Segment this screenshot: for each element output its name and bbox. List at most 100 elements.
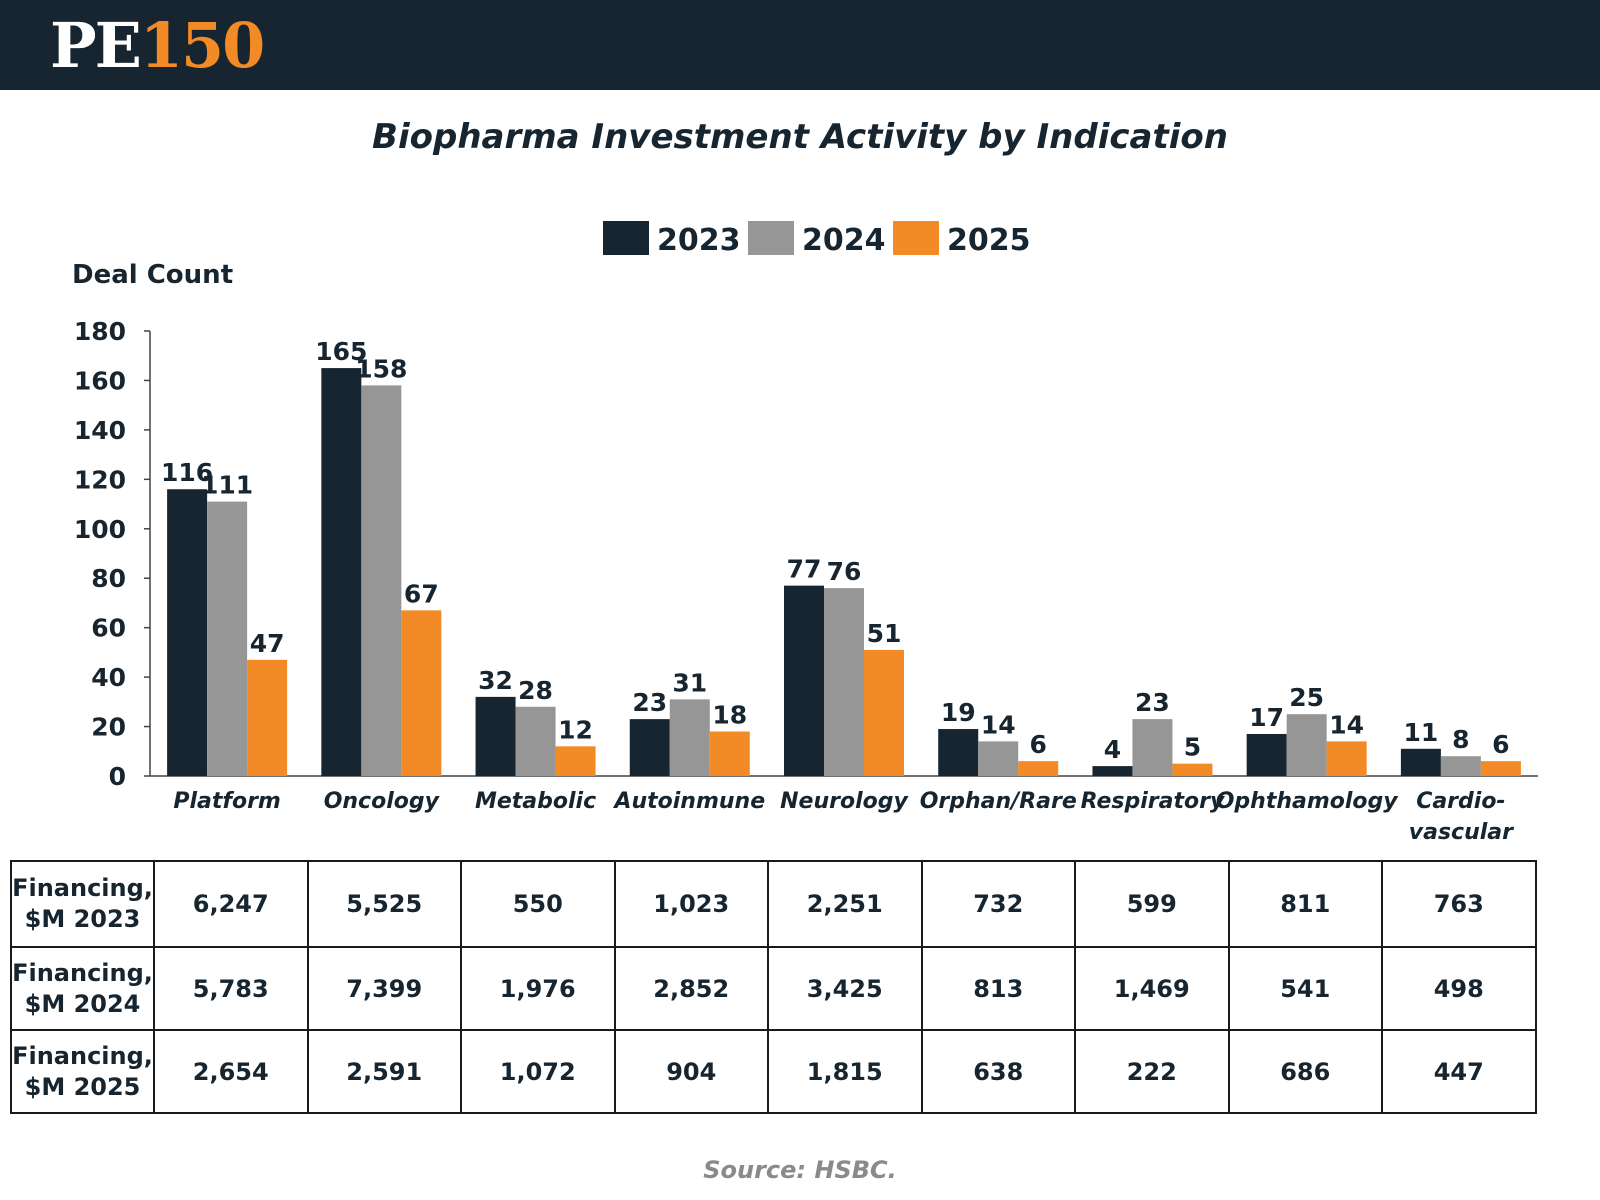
bar bbox=[401, 610, 442, 776]
bar bbox=[669, 699, 710, 776]
bar bbox=[978, 741, 1019, 776]
y-tick-label: 140 bbox=[74, 416, 126, 445]
table-cell: 763 bbox=[1381, 860, 1537, 948]
table-row: Financing, $M 2023 6,247 5,525 550 1,023 2,251… bbox=[10, 860, 1537, 948]
y-tick-label: 100 bbox=[74, 515, 126, 544]
legend-swatch-2024 bbox=[748, 221, 794, 255]
bar-value-label: 19 bbox=[941, 698, 976, 727]
bar-value-label: 165 bbox=[315, 337, 367, 366]
table-cell: 2,654 bbox=[153, 1029, 309, 1114]
bar-value-label: 111 bbox=[201, 471, 253, 500]
bar-value-label: 5 bbox=[1184, 733, 1201, 762]
x-tick-label: Metabolic bbox=[475, 789, 596, 814]
bar bbox=[361, 385, 402, 776]
bar bbox=[1092, 766, 1133, 776]
row-header: Financing, $M 2025 bbox=[10, 1029, 155, 1114]
bar bbox=[1480, 761, 1521, 776]
legend-label-2023: 2023 bbox=[657, 223, 741, 258]
row-header: Financing, $M 2023 bbox=[10, 860, 155, 948]
legend-swatch-2025 bbox=[893, 221, 939, 255]
bar-value-label: 76 bbox=[827, 557, 862, 586]
bar-value-label: 32 bbox=[478, 666, 513, 695]
table-cell: 732 bbox=[920, 860, 1076, 948]
bar-chart: Deal Count 0 20 40 60 80 100 120 140 160 180 2023 20… bbox=[72, 221, 1538, 845]
row-header-line1: Financing, bbox=[12, 1041, 153, 1070]
table-cell: 5,783 bbox=[153, 946, 309, 1031]
bar bbox=[938, 729, 979, 776]
table-cell: 638 bbox=[920, 1029, 1076, 1114]
header-bar: PE150 bbox=[0, 0, 1600, 90]
legend-label-2025: 2025 bbox=[947, 223, 1031, 258]
row-header: Financing, $M 2024 bbox=[10, 946, 155, 1031]
y-tick-label: 160 bbox=[74, 366, 126, 395]
row-header-line1: Financing, bbox=[12, 874, 153, 902]
x-tick-label: Ophthamology bbox=[1216, 789, 1400, 814]
bar-value-label: 47 bbox=[250, 629, 285, 658]
table-cell: 498 bbox=[1381, 946, 1537, 1031]
y-tick-label: 180 bbox=[74, 317, 126, 346]
table-cell: 686 bbox=[1227, 1029, 1383, 1114]
x-tick-label: Orphan/Rare bbox=[920, 789, 1077, 814]
table-cell: 1,469 bbox=[1074, 946, 1230, 1031]
x-tick-label: Autoinmune bbox=[612, 789, 765, 814]
legend-swatch-2023 bbox=[603, 221, 649, 255]
bar-value-label: 25 bbox=[1289, 683, 1324, 712]
table-cell: 1,815 bbox=[767, 1029, 923, 1114]
bar-value-label: 23 bbox=[1135, 688, 1170, 717]
bar bbox=[167, 489, 208, 776]
bar-value-label: 12 bbox=[558, 715, 593, 744]
bar-value-label: 116 bbox=[161, 458, 213, 487]
table-cell: 1,976 bbox=[460, 946, 616, 1031]
bar-value-label: 31 bbox=[672, 668, 707, 697]
table-cell: 599 bbox=[1074, 860, 1230, 948]
row-header-line2: $M 2023 bbox=[24, 905, 141, 933]
table-cell: 222 bbox=[1074, 1029, 1230, 1114]
bar bbox=[1172, 763, 1213, 776]
bar-value-label: 14 bbox=[981, 710, 1016, 739]
table-cell: 904 bbox=[613, 1029, 769, 1114]
y-tick-label: 60 bbox=[91, 614, 126, 643]
table-cell: 2,591 bbox=[306, 1029, 462, 1114]
table-cell: 6,247 bbox=[153, 860, 309, 948]
x-tick-label: Platform bbox=[173, 789, 281, 814]
bar bbox=[1132, 719, 1173, 776]
chart-title: Biopharma Investment Activity by Indicat… bbox=[372, 117, 1228, 157]
bar bbox=[1440, 756, 1481, 776]
row-header-line1: Financing, bbox=[12, 958, 153, 987]
bar-value-label: 28 bbox=[518, 676, 553, 705]
table-cell: 2,852 bbox=[613, 946, 769, 1031]
bar bbox=[515, 706, 556, 776]
bar bbox=[475, 696, 516, 776]
table-row: Financing, $M 2025 2,654 2,591 1,072 904 1,815… bbox=[10, 1029, 1537, 1114]
bar bbox=[709, 731, 750, 776]
bar-value-label: 77 bbox=[787, 555, 822, 584]
bar bbox=[1246, 733, 1287, 776]
bar-value-label: 6 bbox=[1030, 730, 1047, 759]
financing-table: Financing, $M 2023 6,247 5,525 550 1,023 2,251… bbox=[10, 860, 1537, 1114]
row-header-line2: $M 2024 bbox=[24, 989, 141, 1018]
source-note: Source: HSBC. bbox=[703, 1156, 897, 1184]
x-tick-label: vascular bbox=[1409, 820, 1514, 845]
bar-value-label: 158 bbox=[355, 354, 407, 383]
x-tick-label: Oncology bbox=[324, 789, 441, 814]
bar bbox=[1400, 748, 1441, 776]
bar-value-label: 18 bbox=[712, 701, 747, 730]
bar bbox=[629, 719, 670, 776]
bar-value-label: 11 bbox=[1403, 718, 1438, 747]
bar bbox=[1018, 761, 1059, 776]
y-tick-label: 20 bbox=[91, 713, 126, 742]
bar-value-label: 8 bbox=[1452, 725, 1469, 754]
table-cell: 541 bbox=[1227, 946, 1383, 1031]
table-cell: 813 bbox=[920, 946, 1076, 1031]
bar-value-label: 23 bbox=[632, 688, 667, 717]
bar bbox=[555, 746, 596, 776]
y-tick-label: 0 bbox=[109, 762, 126, 791]
bar bbox=[247, 659, 288, 776]
table-cell: 447 bbox=[1381, 1029, 1537, 1114]
bar bbox=[784, 585, 824, 776]
row-header-line2: $M 2025 bbox=[24, 1072, 141, 1101]
bar bbox=[864, 649, 904, 776]
table-cell: 811 bbox=[1227, 860, 1383, 948]
bar-value-label: 17 bbox=[1249, 703, 1284, 732]
table-cell: 1,072 bbox=[460, 1029, 616, 1114]
